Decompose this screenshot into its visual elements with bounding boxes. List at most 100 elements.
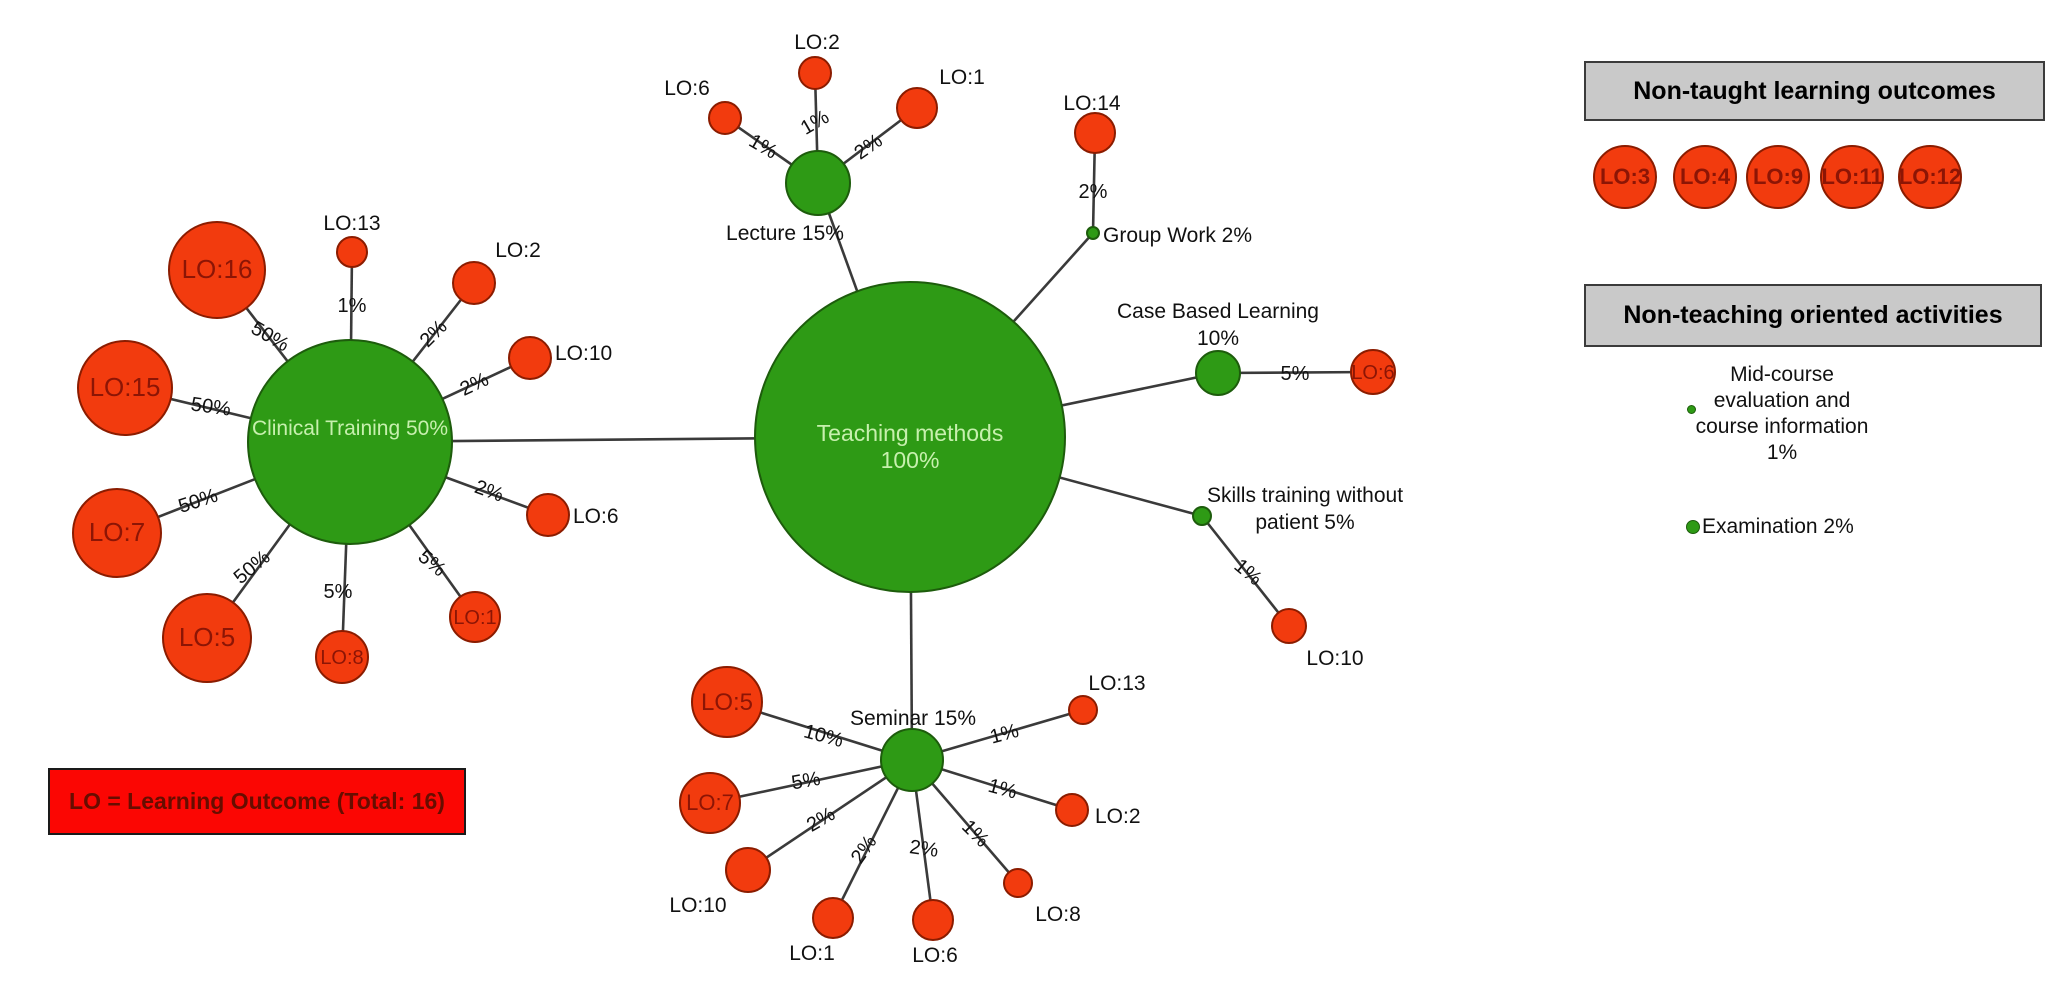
node-se-lo10-circle xyxy=(725,847,771,893)
node-lecture-circle xyxy=(785,150,851,216)
node-label-teaching: 100% xyxy=(881,447,940,473)
node-skills-circle xyxy=(1192,506,1212,526)
node-label-casebased: Case Based Learning xyxy=(1117,300,1319,323)
node-c-lo1-circle xyxy=(449,591,501,643)
node-label-l-lo6: LO:6 xyxy=(664,77,710,100)
edge-casebased-cb-lo6 xyxy=(1217,370,1374,375)
node-c-lo16-circle xyxy=(168,221,266,319)
examination-activity-label: Examination 2% xyxy=(1702,515,1854,538)
node-label-se-lo2: LO:2 xyxy=(1095,805,1141,828)
edge-label-clinical-c-lo16: 50% xyxy=(247,317,293,356)
edge-label-groupwork-g-lo14: 2% xyxy=(1079,181,1108,203)
node-se-lo7-circle xyxy=(679,772,741,834)
node-l-lo2-circle xyxy=(798,56,832,90)
node-groupwork-circle xyxy=(1086,226,1100,240)
non-taught-header: Non-taught learning outcomes xyxy=(1584,61,2045,121)
node-c-lo15-circle xyxy=(77,340,173,436)
node-label-se-lo1: LO:1 xyxy=(789,942,835,965)
edge-label-lecture-l-lo2: 1% xyxy=(797,106,833,140)
edge-label-seminar-se-lo6: 2% xyxy=(908,836,940,862)
node-label-casebased: 10% xyxy=(1197,327,1239,350)
non-taught-lo-label: LO:11 xyxy=(1821,164,1883,189)
edge-label-clinical-c-lo8: 5% xyxy=(324,581,353,603)
node-label-cb-lo6: LO:6 xyxy=(1351,362,1394,384)
edge-label-clinical-c-lo15: 50% xyxy=(189,393,232,420)
edge-seminar-se-lo7 xyxy=(709,758,913,805)
edge-seminar-se-lo10 xyxy=(747,758,913,872)
non-teaching-header: Non-teaching oriented activities xyxy=(1584,284,2042,347)
node-l-lo6-circle xyxy=(708,101,742,135)
node-label-se-lo5: LO:5 xyxy=(701,689,753,716)
legend-label: LO = Learning Outcome (Total: 16) xyxy=(69,788,445,814)
node-se-lo6-circle xyxy=(912,899,954,941)
edge-label-casebased-cb-lo6: 5% xyxy=(1281,363,1310,385)
node-se-lo2-circle xyxy=(1055,793,1089,827)
edge-label-seminar-se-lo5: 10% xyxy=(801,720,846,752)
node-label-c-lo5: LO:5 xyxy=(179,622,235,652)
node-label-c-lo16: LO:16 xyxy=(182,254,253,284)
node-casebased-circle xyxy=(1195,350,1241,396)
node-c-lo8-circle xyxy=(315,630,369,684)
node-c-lo5-circle xyxy=(162,593,252,683)
node-label-c-lo8: LO:8 xyxy=(320,647,363,669)
node-label-c-lo1: LO:1 xyxy=(453,607,496,629)
node-teaching-circle xyxy=(754,281,1066,593)
node-se-lo1-circle xyxy=(812,897,854,939)
edge-label-clinical-c-lo6: 2% xyxy=(472,476,507,507)
edge-label-clinical-c-lo13: 1% xyxy=(338,295,367,317)
node-label-c-lo6: LO:6 xyxy=(573,505,619,528)
edge-label-clinical-c-lo10: 2% xyxy=(457,368,493,400)
node-label-s-lo10: LO:10 xyxy=(1306,647,1363,670)
non-taught-lo-circle: LO:9 xyxy=(1746,145,1810,209)
node-label-g-lo14: LO:14 xyxy=(1063,92,1121,115)
node-label-clinical: Clinical Training 50% xyxy=(252,417,448,440)
non-taught-lo-label: LO:12 xyxy=(1898,164,1962,189)
node-c-lo7-circle xyxy=(72,488,162,578)
node-label-seminar: Seminar 15% xyxy=(850,707,976,730)
node-seminar-circle xyxy=(880,728,944,792)
node-l-lo1-circle xyxy=(896,87,938,129)
node-label-se-lo8: LO:8 xyxy=(1035,903,1081,926)
node-label-se-lo10: LO:10 xyxy=(669,894,726,917)
edge-label-clinical-c-lo7: 50% xyxy=(176,485,221,518)
non-taught-lo-circle: LO:11 xyxy=(1820,145,1884,209)
node-se-lo5-circle xyxy=(691,666,763,738)
midcourse-activity-label: Mid-course evaluation and course informa… xyxy=(1695,363,1869,464)
edge-label-seminar-se-lo10: 2% xyxy=(803,803,839,837)
node-label-skills: patient 5% xyxy=(1255,511,1354,534)
node-c-lo10-circle xyxy=(508,336,552,380)
node-label-teaching: Teaching methods xyxy=(817,420,1004,446)
node-c-lo6-circle xyxy=(526,493,570,537)
edge-label-seminar-se-lo13: 1% xyxy=(988,720,1022,749)
node-label-lecture: Lecture 15% xyxy=(726,222,844,245)
edge-label-seminar-se-lo1: 2% xyxy=(847,831,882,867)
non-taught-lo-circle: LO:12 xyxy=(1898,145,1962,209)
node-label-c-lo7: LO:7 xyxy=(89,517,145,547)
node-label-c-lo10: LO:10 xyxy=(555,342,612,365)
node-c-lo2-circle xyxy=(452,261,496,305)
node-label-se-lo6: LO:6 xyxy=(912,944,958,967)
node-cb-lo6-circle xyxy=(1350,349,1396,395)
node-c-lo13-circle xyxy=(336,236,368,268)
examination-dot-icon xyxy=(1686,520,1700,534)
non-taught-lo-circle: LO:4 xyxy=(1673,145,1737,209)
node-se-lo8-circle xyxy=(1003,868,1033,898)
node-label-l-lo1: LO:1 xyxy=(939,66,985,89)
node-label-c-lo13: LO:13 xyxy=(323,212,380,235)
node-clinical-circle xyxy=(247,339,453,545)
legend-box: LO = Learning Outcome (Total: 16) xyxy=(48,768,466,835)
non-taught-lo-label: LO:3 xyxy=(1599,164,1651,189)
midcourse-dot-icon xyxy=(1687,405,1696,414)
node-label-c-lo15: LO:15 xyxy=(90,372,161,402)
node-label-groupwork: Group Work 2% xyxy=(1103,224,1252,247)
non-teaching-title: Non-teaching oriented activities xyxy=(1623,301,2003,329)
edge-label-seminar-se-lo2: 1% xyxy=(986,775,1020,804)
node-label-skills: Skills training without xyxy=(1207,484,1403,507)
node-label-c-lo2: LO:2 xyxy=(495,239,541,262)
edge-label-clinical-c-lo2: 2% xyxy=(416,316,452,352)
non-taught-lo-circle: LO:3 xyxy=(1593,145,1657,209)
node-label-se-lo13: LO:13 xyxy=(1088,672,1145,695)
node-label-se-lo7: LO:7 xyxy=(686,790,734,815)
